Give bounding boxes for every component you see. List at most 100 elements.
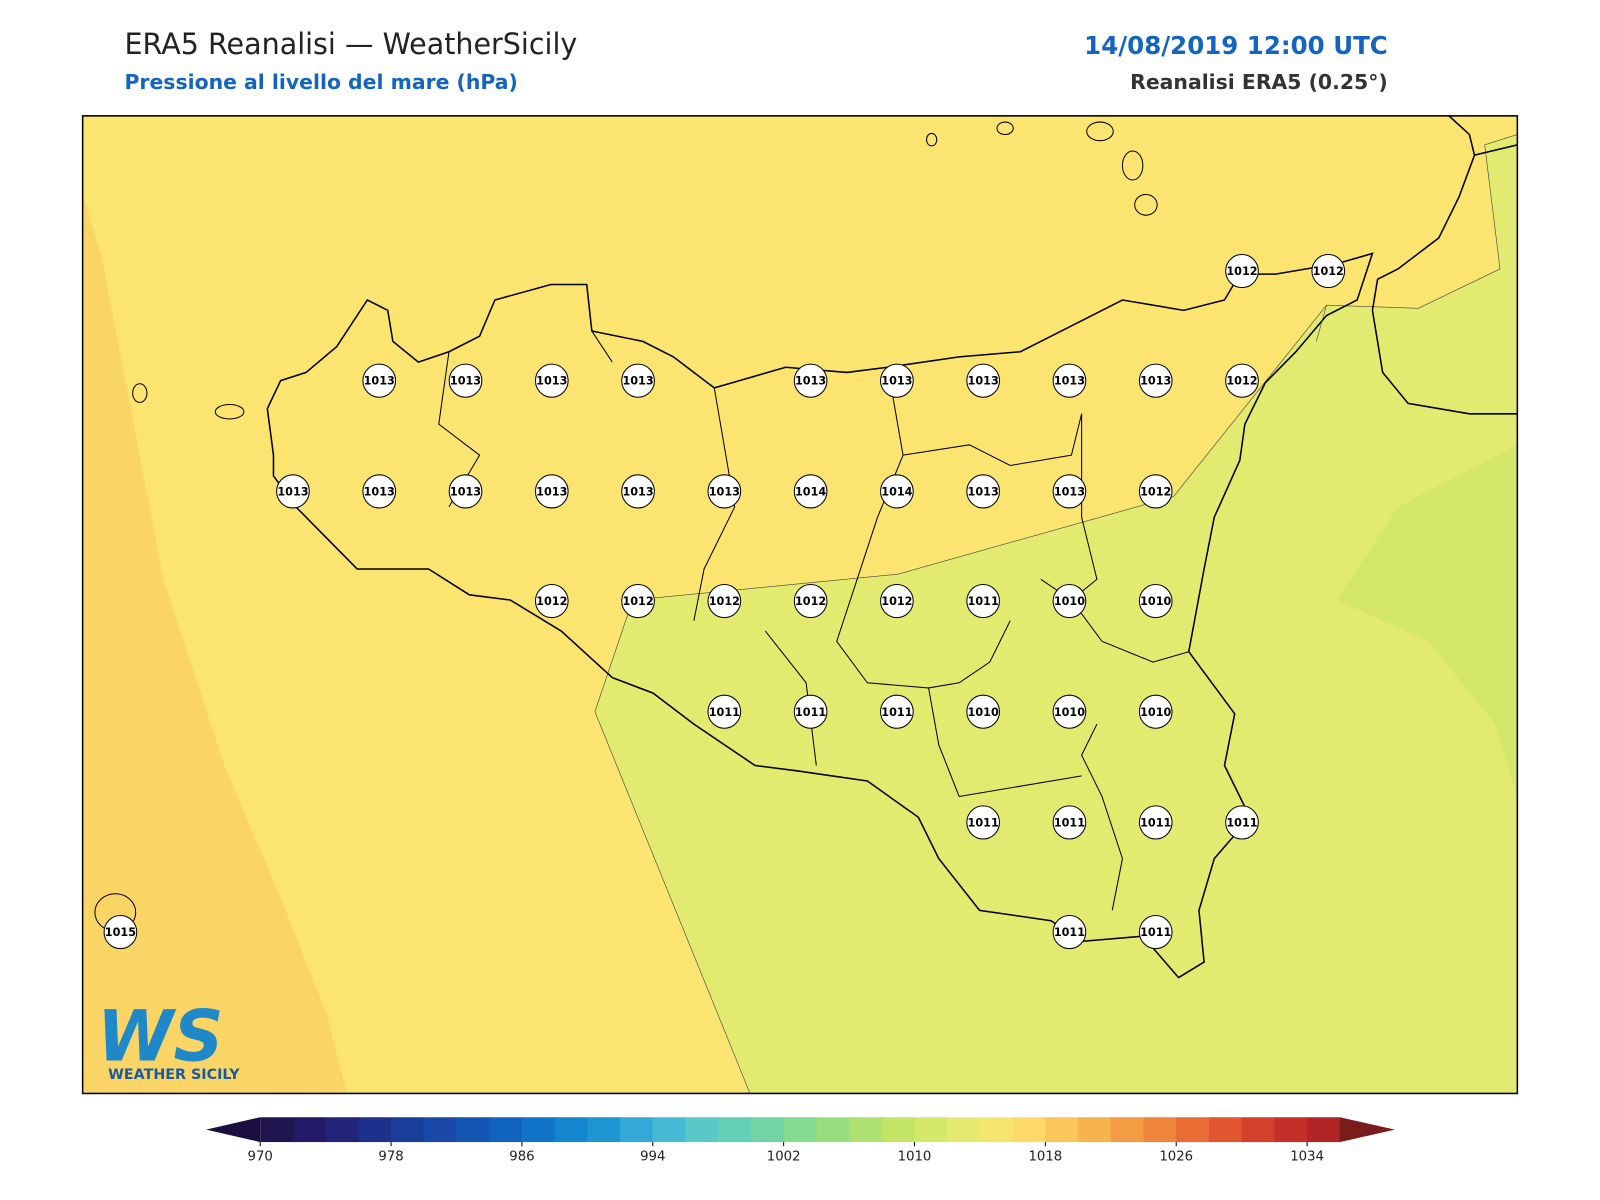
station-marker [276, 474, 310, 509]
station-marker [621, 474, 655, 509]
colorbar-tick-label: 1034 [1290, 1150, 1324, 1165]
source: Reanalisi ERA5 (0.25°) [1130, 70, 1388, 94]
station: 1012 [534, 583, 569, 619]
station-value: 1014 [881, 485, 912, 498]
station-marker [793, 694, 828, 729]
station-value: 1015 [105, 926, 136, 939]
station: 1012 [880, 583, 914, 619]
station-marker [1138, 805, 1173, 840]
colorbar-segment [587, 1117, 621, 1143]
station: 1013 [966, 363, 1001, 398]
station: 1012 [1225, 253, 1259, 289]
station: 1013 [448, 474, 483, 509]
station-value: 1013 [277, 485, 308, 498]
colorbar-segment [1012, 1117, 1046, 1143]
station-value: 1012 [1226, 265, 1257, 278]
station-marker [1138, 474, 1173, 509]
province-borders [438, 330, 1189, 911]
subtitle: Pressione al livello del mare (hPa) [124, 70, 517, 94]
station-value: 1013 [1140, 375, 1171, 388]
colorbar-tick-label: 1010 [898, 1150, 932, 1165]
station: 1013 [276, 474, 310, 509]
station-value: 1010 [1140, 595, 1171, 608]
title: ERA5 Reanalisi — WeatherSicily [124, 27, 577, 61]
station: 1011 [1138, 805, 1173, 840]
field-lower [1336, 444, 1518, 797]
colorbar-segment [1208, 1117, 1243, 1143]
colorbar-segment [914, 1117, 948, 1143]
station-marker [1138, 915, 1173, 950]
station: 1012 [1311, 253, 1346, 289]
station-marker [1138, 363, 1173, 398]
station-value: 1011 [795, 706, 826, 719]
colorbar-tick-label: 1002 [767, 1150, 801, 1165]
station-marker [621, 363, 655, 398]
colorbar-segment [292, 1117, 327, 1143]
station-value: 1013 [450, 485, 481, 498]
colorbar-under [206, 1117, 261, 1143]
station-value: 1010 [1054, 595, 1085, 608]
island [1121, 150, 1144, 181]
station-value: 1013 [622, 375, 653, 388]
station-value: 1013 [1054, 485, 1085, 498]
station: 1012 [707, 583, 742, 619]
station-value: 1011 [881, 706, 912, 719]
station-marker [362, 363, 397, 398]
colorbar-tick-label: 978 [378, 1150, 403, 1165]
station: 1010 [1052, 694, 1087, 729]
station-marker [1052, 915, 1087, 950]
station-marker [448, 474, 483, 509]
station-marker [1052, 583, 1087, 619]
station-marker [1052, 474, 1087, 509]
station: 1012 [621, 583, 655, 619]
station-marker [621, 583, 655, 619]
colorbar-segment [456, 1117, 490, 1143]
station: 1013 [448, 363, 483, 398]
station: 1010 [1138, 583, 1173, 619]
island [132, 383, 148, 403]
datetime: 14/08/2019 12:00 UTC [1084, 31, 1388, 60]
station-value: 1013 [795, 375, 826, 388]
colorbar-segment [358, 1117, 392, 1143]
station-value: 1010 [1140, 706, 1171, 719]
station-marker [966, 363, 1001, 398]
contour [1316, 305, 1327, 342]
colorbar-segment [423, 1117, 458, 1143]
station-marker [707, 583, 742, 619]
station-value: 1013 [536, 485, 567, 498]
station-value: 1011 [1140, 816, 1171, 829]
colorbar-segment [979, 1117, 1014, 1143]
station-value: 1012 [1313, 265, 1344, 278]
station: 1013 [621, 474, 655, 509]
station: 1011 [793, 694, 828, 729]
station-marker [103, 915, 138, 950]
colorbar-segment [1241, 1117, 1275, 1143]
colorbar-tick-label: 986 [509, 1150, 534, 1165]
station-marker [793, 474, 828, 509]
colorbar-segment [849, 1117, 883, 1143]
colorbar-segment [521, 1117, 556, 1143]
station: 1010 [1138, 694, 1173, 729]
station-value: 1011 [968, 595, 999, 608]
colorbar-segment [652, 1117, 687, 1143]
colorbar-segment [489, 1117, 523, 1143]
station-marker [880, 474, 914, 509]
station-marker [534, 363, 569, 398]
colorbar-segment [620, 1117, 654, 1143]
station: 1012 [793, 583, 828, 619]
station-value: 1013 [968, 485, 999, 498]
logo-mark: WS [97, 996, 223, 1078]
station: 1011 [966, 583, 1001, 619]
station-value: 1013 [881, 375, 912, 388]
station-marker [1138, 583, 1173, 619]
colorbar-segment [718, 1117, 752, 1143]
sicily-coast [266, 252, 1374, 979]
calabria-coast [1371, 115, 1518, 415]
station: 1013 [362, 363, 397, 398]
station: 1012 [1138, 474, 1173, 509]
station-marker [1052, 805, 1087, 840]
station-value: 1012 [709, 595, 740, 608]
station-value: 1011 [709, 706, 740, 719]
station: 1011 [1138, 915, 1173, 950]
colorbar-segment [391, 1117, 425, 1143]
